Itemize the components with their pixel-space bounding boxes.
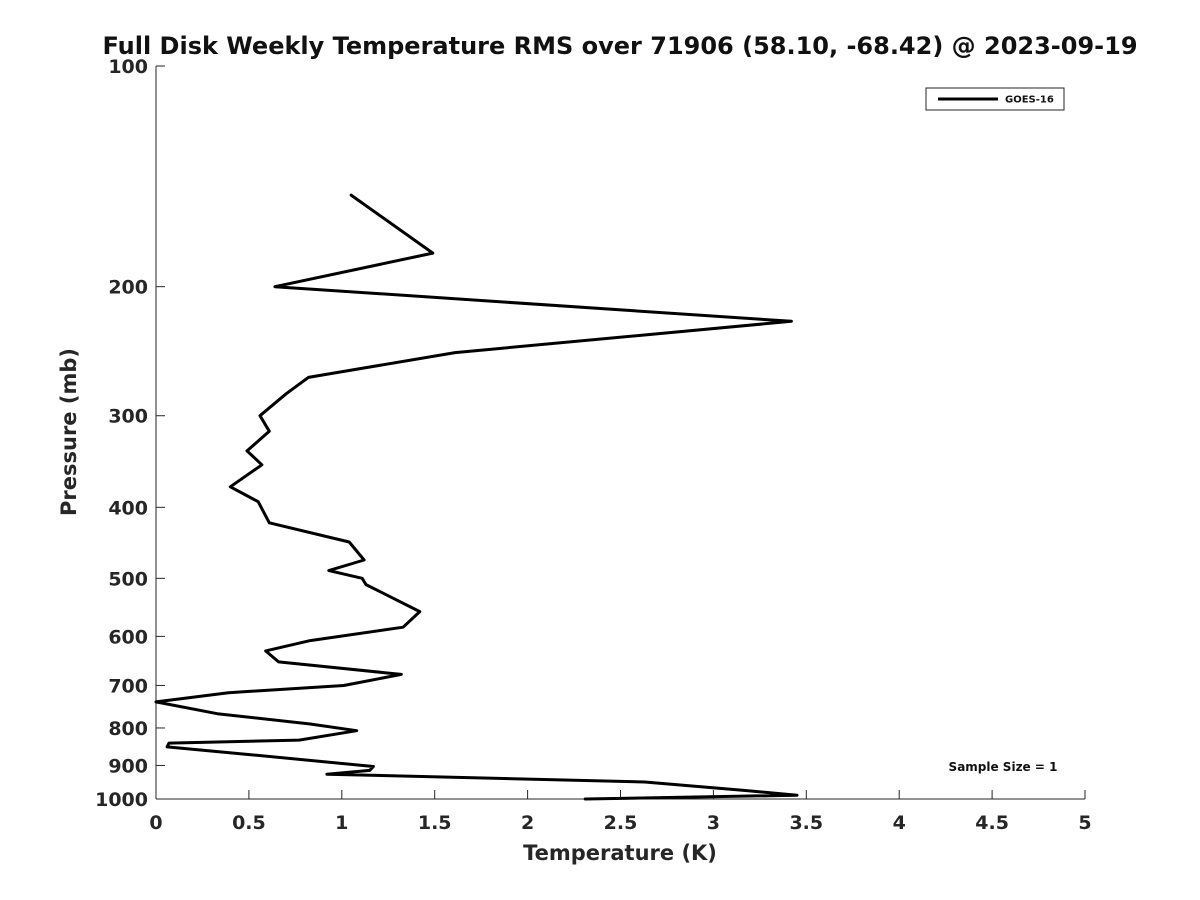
y-tick-label: 500 bbox=[108, 568, 148, 590]
y-tick-label: 100 bbox=[108, 56, 148, 78]
x-tick-label: 2 bbox=[521, 812, 534, 834]
y-axis-label: Pressure (mb) bbox=[57, 348, 81, 516]
x-tick-label: 5 bbox=[1078, 812, 1091, 834]
y-ticks: 100 200 300 400 500 600 700 800 900 1000 bbox=[95, 56, 165, 811]
legend-label: GOES-16 bbox=[1005, 95, 1054, 106]
legend: GOES-16 bbox=[925, 87, 1065, 111]
y-tick-label: 400 bbox=[108, 497, 148, 519]
x-tick-label: 1.5 bbox=[418, 812, 452, 834]
x-tick-label: 3 bbox=[707, 812, 720, 834]
y-tick-label: 600 bbox=[108, 626, 148, 648]
y-tick-label: 700 bbox=[108, 675, 148, 697]
x-axis-label: Temperature (K) bbox=[523, 841, 717, 865]
y-tick-label: 800 bbox=[108, 718, 148, 740]
y-tick-label: 1000 bbox=[95, 789, 148, 811]
chart-title: Full Disk Weekly Temperature RMS over 71… bbox=[102, 32, 1137, 60]
x-tick-label: 4 bbox=[893, 812, 906, 834]
y-tick-label: 900 bbox=[108, 755, 148, 777]
y-tick-label: 300 bbox=[108, 406, 148, 428]
x-tick-label: 1 bbox=[335, 812, 348, 834]
x-tick-label: 0 bbox=[149, 812, 162, 834]
x-tick-label: 4.5 bbox=[975, 812, 1009, 834]
x-tick-label: 0.5 bbox=[232, 812, 266, 834]
sample-size-annotation: Sample Size = 1 bbox=[949, 760, 1058, 774]
x-tick-label: 3.5 bbox=[789, 812, 823, 834]
series-line-goes-16 bbox=[154, 193, 799, 801]
x-ticks: 0 0.5 1 1.5 2 2.5 3 3.5 4 4.5 5 bbox=[149, 790, 1092, 834]
y-tick-label: 200 bbox=[108, 277, 148, 299]
series-lines bbox=[154, 193, 799, 801]
x-tick-label: 2.5 bbox=[604, 812, 638, 834]
